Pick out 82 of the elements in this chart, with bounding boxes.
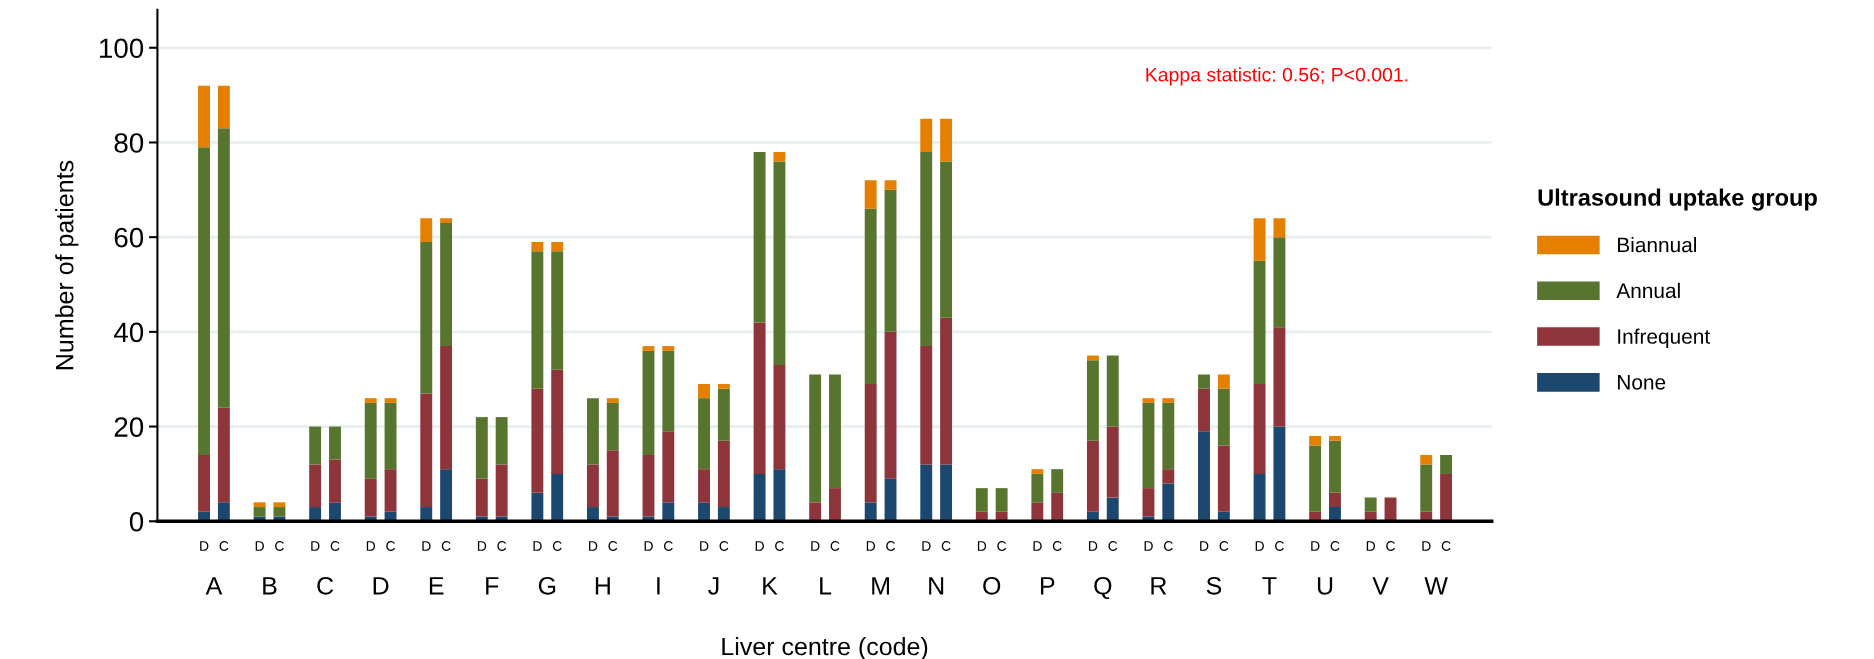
text: N [929, 577, 944, 595]
x-tick-label: D [1422, 541, 1431, 551]
x-tick-label: C [830, 541, 840, 551]
x-tick-label: C [1330, 541, 1340, 551]
x-tick-label: D [1089, 541, 1098, 551]
x-tick-label: D [1311, 541, 1320, 551]
text: M [872, 577, 889, 595]
x-tick-label: C [886, 541, 896, 551]
x-tick-label: C [219, 541, 229, 551]
y-tick-label: 80 [114, 133, 144, 153]
text: D [373, 577, 389, 595]
x-tick-label: D [866, 541, 876, 551]
x-tick-label: D [366, 541, 376, 551]
x-tick-label: D [755, 541, 764, 551]
legend-title: Ultrasound uptake group [1538, 188, 1817, 211]
x-tick-label: C [330, 541, 340, 551]
text: H [595, 577, 610, 595]
y-tick-label: 40 [113, 322, 144, 343]
x-tick-label: C [441, 541, 451, 551]
y-tick-label: 60 [114, 227, 144, 248]
x-tick-label: C [1052, 541, 1062, 551]
x-tick-label: D [311, 541, 320, 551]
x-tick-label: C [775, 541, 784, 551]
x-tick-label: D [255, 541, 264, 551]
text: G [538, 576, 556, 595]
x-tick-label: D [644, 541, 653, 551]
x-tick-label: C [608, 541, 618, 551]
x-tick-label: C [1386, 541, 1395, 551]
x-tick-label: C [1275, 541, 1284, 551]
x-tick-label: C [997, 541, 1007, 551]
x-tick-label: C [941, 541, 951, 551]
x-tick-label: D [811, 541, 820, 551]
text: A [205, 577, 223, 595]
y-axis-title: Number of patients [55, 160, 79, 370]
text: C [317, 576, 334, 595]
x-tick-label: C [664, 541, 673, 551]
x-tick-label: C [1219, 541, 1229, 551]
x-tick-label: D [1144, 541, 1153, 551]
x-tick-label: D [977, 541, 987, 551]
text: S [1206, 576, 1222, 595]
x-tick-label: D [1200, 541, 1209, 551]
legend-label: None [1618, 375, 1666, 390]
text: P [1040, 577, 1055, 595]
x-tick-label: D [1255, 541, 1264, 551]
legend-label: Annual [1616, 282, 1680, 299]
x-tick-label: D [700, 541, 709, 551]
x-tick-label: D [589, 541, 598, 551]
x-tick-label: D [922, 541, 931, 551]
x-tick-label: C [386, 541, 396, 551]
y-tick-label: 100 [100, 38, 144, 59]
x-tick-label: C [552, 541, 562, 551]
text: B [263, 577, 277, 595]
x-tick-label: C [1441, 541, 1451, 551]
text: T [1262, 577, 1277, 595]
x-tick-label: D [533, 541, 542, 551]
text: I [657, 577, 660, 595]
x-tick-label: C [1108, 541, 1118, 551]
x-tick-label: C [497, 541, 507, 551]
x-tick-label: D [1366, 541, 1376, 551]
text: V [1372, 577, 1389, 595]
text: F [486, 577, 499, 595]
x-tick-label: D [422, 541, 431, 551]
text: Q [1094, 576, 1112, 600]
x-tick-label: D [200, 541, 209, 551]
legend-label: Infrequent [1618, 328, 1710, 348]
x-tick-label: C [275, 541, 284, 551]
x-tick-label: C [719, 541, 729, 551]
x-tick-label: C [1163, 541, 1173, 551]
text: J [708, 577, 719, 595]
annotation: Kappa statistic: 0.56; P<0.001. [1146, 67, 1408, 86]
text: E [429, 577, 444, 595]
text: O [983, 576, 1001, 595]
text: R [1151, 577, 1167, 595]
text: K [763, 577, 778, 595]
y-tick-label: 20 [114, 417, 144, 437]
y-tick-label: 0 [129, 511, 144, 532]
text: W [1424, 577, 1448, 595]
text: L [820, 577, 832, 595]
text: U [1317, 577, 1333, 595]
legend-label: Biannual [1618, 237, 1696, 253]
x-tick-label: D [477, 541, 487, 551]
x-tick-label: D [1033, 541, 1042, 551]
